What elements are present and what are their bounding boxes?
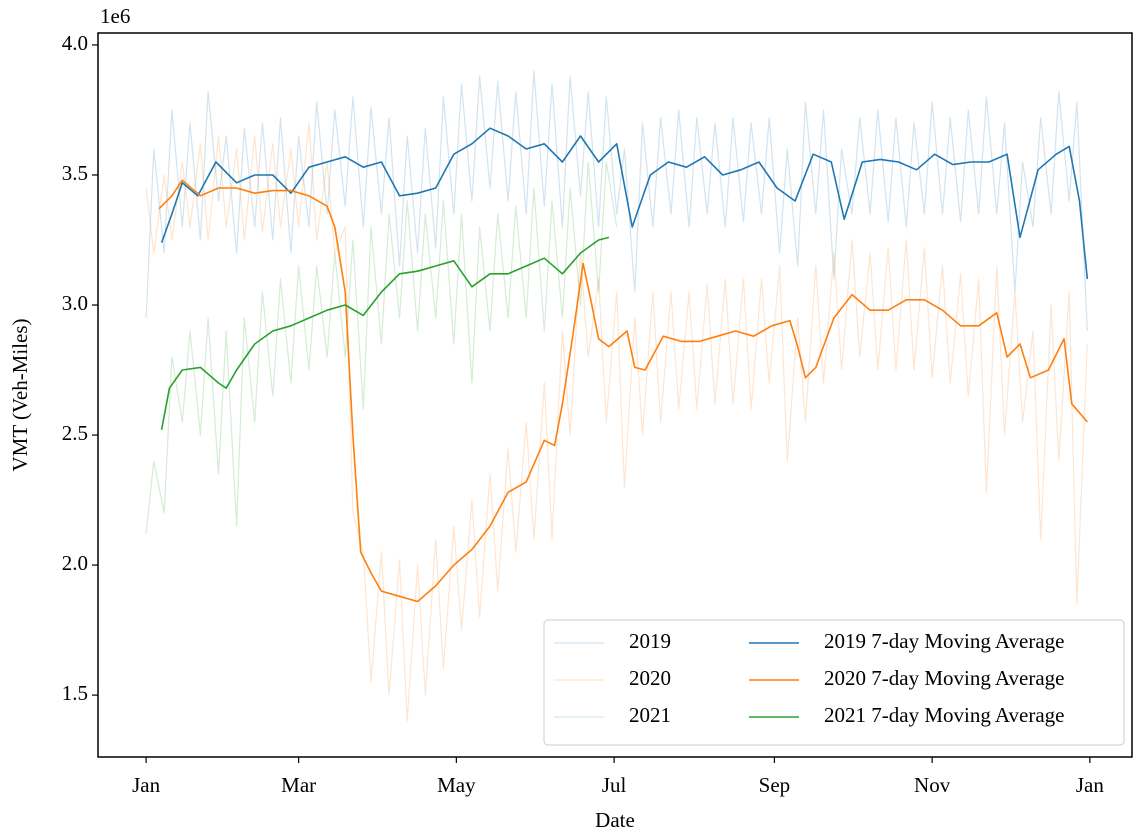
series-line	[158, 179, 1088, 603]
y-offset-label: 1e6	[100, 4, 130, 28]
series-line	[160, 236, 610, 430]
series-line	[145, 70, 1088, 332]
series-line	[160, 127, 1089, 280]
y-tick-label: 2.0	[62, 551, 88, 575]
legend-box	[543, 619, 1125, 746]
y-tick-label: 2.5	[62, 421, 88, 445]
y-tick-label: 3.5	[62, 161, 88, 185]
legend-label: 2021 7-day Moving Average	[824, 703, 1064, 727]
x-tick-label: Jan	[1076, 773, 1104, 797]
y-tick-label: 4.0	[62, 31, 88, 55]
legend-label: 2021	[629, 703, 671, 727]
y-axis-label: VMT (Veh-Miles)	[8, 318, 32, 471]
legend-label: 2019	[629, 629, 671, 653]
x-axis-label: Date	[595, 808, 635, 832]
series-line	[145, 122, 1088, 722]
x-tick-label: Sep	[759, 773, 791, 797]
series-line	[145, 161, 618, 534]
x-tick-label: Mar	[281, 773, 316, 797]
x-tick-label: Nov	[914, 773, 951, 797]
x-tick-label: May	[437, 773, 476, 797]
x-tick-label: Jul	[602, 773, 627, 797]
legend-label: 2020 7-day Moving Average	[824, 666, 1064, 690]
legend-label: 2019 7-day Moving Average	[824, 629, 1064, 653]
y-tick-label: 1.5	[62, 681, 88, 705]
legend-label: 2020	[629, 666, 671, 690]
y-tick-label: 3.0	[62, 291, 88, 315]
x-tick-label: Jan	[132, 773, 160, 797]
axes-frame	[97, 32, 1133, 758]
